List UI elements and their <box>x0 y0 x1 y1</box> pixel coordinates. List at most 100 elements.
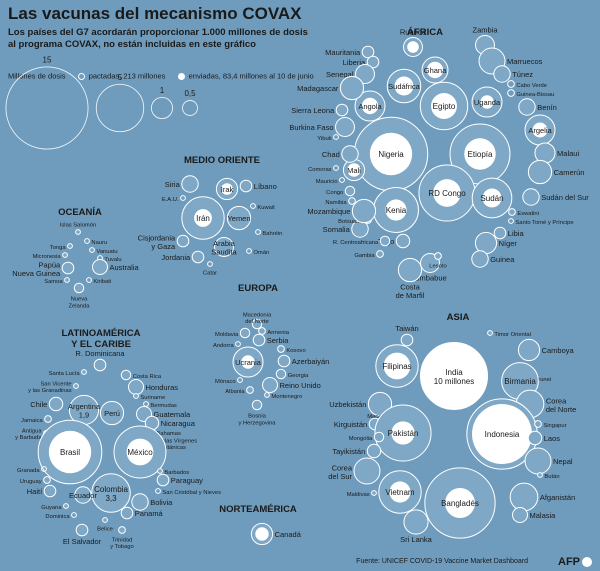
country-label: Pakistán <box>388 429 419 438</box>
bubble-enviadas <box>433 179 461 207</box>
bubble-pactadas <box>44 415 52 423</box>
country-label: Montenegro <box>271 394 302 400</box>
bubble-pactadas <box>366 55 380 69</box>
bubble-enviadas <box>194 209 212 227</box>
bubble-enviadas <box>383 352 411 380</box>
bubble-enviadas <box>347 163 361 177</box>
bubble-pactadas <box>246 248 252 254</box>
country-label: Mali <box>347 166 361 175</box>
country-label: Trinidad y Tobago <box>110 537 133 550</box>
country-label: Corea del Norte <box>546 397 576 415</box>
country-label: Sri Lanka <box>400 535 433 544</box>
bubble-pactadas <box>155 488 161 494</box>
country-label: Bermudas <box>150 403 177 409</box>
country-label: Macao <box>367 414 384 420</box>
country-label: Camerún <box>554 168 585 177</box>
country-label: Brasil <box>60 448 80 457</box>
country-label: Jordania <box>161 253 191 262</box>
legend: Millones de dosis pactadas, 213 millones… <box>8 71 314 81</box>
country-label: Chad <box>322 150 340 159</box>
country-label: Angola <box>358 102 382 111</box>
country-label: Uzbekistán <box>329 400 366 409</box>
bubble-enviadas <box>241 355 255 369</box>
bubble-pactadas <box>509 482 539 512</box>
bubble-pactadas <box>62 252 68 258</box>
country-label: Libia <box>508 229 525 238</box>
country-label: Albania <box>225 389 245 395</box>
bubble-pactadas <box>191 250 205 264</box>
region-title: LATINOAMÉRICA Y EL CARIBE <box>62 328 141 350</box>
country-label: Tuvalu <box>104 257 121 263</box>
region-title: NORTEAMÉRICA <box>219 504 297 515</box>
country-label: Botsuana <box>338 219 363 225</box>
bubble-pactadas <box>524 447 552 475</box>
country-label: Níger <box>499 239 518 248</box>
bubble-pactadas <box>512 507 528 523</box>
country-label: Honduras <box>145 383 178 392</box>
bubble-enviadas <box>532 122 548 138</box>
country-label: Sudáfrica <box>388 82 421 91</box>
bubble-pactadas <box>81 369 87 375</box>
bubble-enviadas <box>480 95 494 109</box>
bubble-pactadas <box>43 476 51 484</box>
country-label: Guyana <box>41 505 62 511</box>
bubble-pactadas <box>333 165 339 171</box>
country-label: Indonesia <box>485 430 520 439</box>
country-label: Bahamas <box>156 431 181 437</box>
country-label: Madagascar <box>297 84 339 93</box>
bubble-pactadas <box>207 261 213 267</box>
country-label: Catar <box>203 270 217 276</box>
bubble-pactadas <box>434 252 442 260</box>
legend-scale-circle <box>150 96 174 120</box>
bubble-pactadas <box>63 503 69 509</box>
bubble-pactadas <box>128 379 144 395</box>
country-label: Micronesia <box>33 254 62 260</box>
country-label: Australia <box>109 263 139 272</box>
bubble-pactadas <box>102 517 108 523</box>
legend-scale-label: 0,5 <box>184 89 196 98</box>
bubble-pactadas <box>252 333 266 347</box>
legend-enviadas-label: enviadas, 83,4 millones al 10 de junio <box>188 71 314 81</box>
afp-logo-text: AFP <box>558 556 580 568</box>
country-label: R. Dominicana <box>75 349 125 358</box>
country-label: Reino Unido <box>279 381 320 390</box>
country-label: Malaui <box>557 149 579 158</box>
chart-title: Las vacunas del mecanismo COVAX <box>8 4 302 23</box>
country-label: Kenia <box>386 206 407 215</box>
country-label: Cisjordania y Gaza <box>138 234 176 252</box>
country-label: San Cristóbal y Nieves <box>162 490 221 496</box>
chart-subtitle: Los países del G7 acordarán proporcionar… <box>8 27 308 50</box>
country-label: Singapur <box>543 423 566 429</box>
country-label: Lesoto <box>429 263 446 269</box>
country-label: Mónaco <box>215 379 236 385</box>
bubble-pactadas <box>508 218 514 224</box>
country-label: Sierra Leona <box>291 106 335 115</box>
bubble-pactadas <box>133 393 139 399</box>
country-label: Comoras <box>308 167 332 173</box>
country-label: Papúa Nueva Guinea <box>12 261 61 279</box>
country-label: Vanuatu <box>96 249 117 255</box>
country-label: Granada <box>17 468 40 474</box>
bubble-pactadas <box>366 443 382 459</box>
bubble-pactadas <box>41 466 47 472</box>
bubble-enviadas <box>482 188 502 208</box>
bubble-enviadas <box>394 76 414 96</box>
country-label: Dominica <box>45 514 70 520</box>
bubble-pactadas <box>351 198 377 224</box>
legend-scale-label: 5 <box>118 73 123 82</box>
bubble-pactadas <box>335 103 349 117</box>
bubble-enviadas <box>426 61 444 79</box>
bubble-pactadas <box>367 391 393 417</box>
country-label: Santo Tomé y Príncipe <box>515 220 573 226</box>
bubble-pactadas <box>508 208 516 216</box>
bubble-pactadas <box>251 399 263 411</box>
legend-pactadas-label: pactadas, 213 millones <box>88 71 166 81</box>
bubble-pactadas <box>371 490 377 496</box>
bubble-pactadas <box>226 205 252 231</box>
source-note: Fuente: UNICEF COVID-19 Vaccine Market D… <box>356 558 528 565</box>
bubble-pactadas <box>86 277 92 283</box>
region-title: EUROPA <box>238 283 278 294</box>
bubble-pactadas <box>355 64 375 84</box>
bubble-pactadas <box>84 238 90 244</box>
